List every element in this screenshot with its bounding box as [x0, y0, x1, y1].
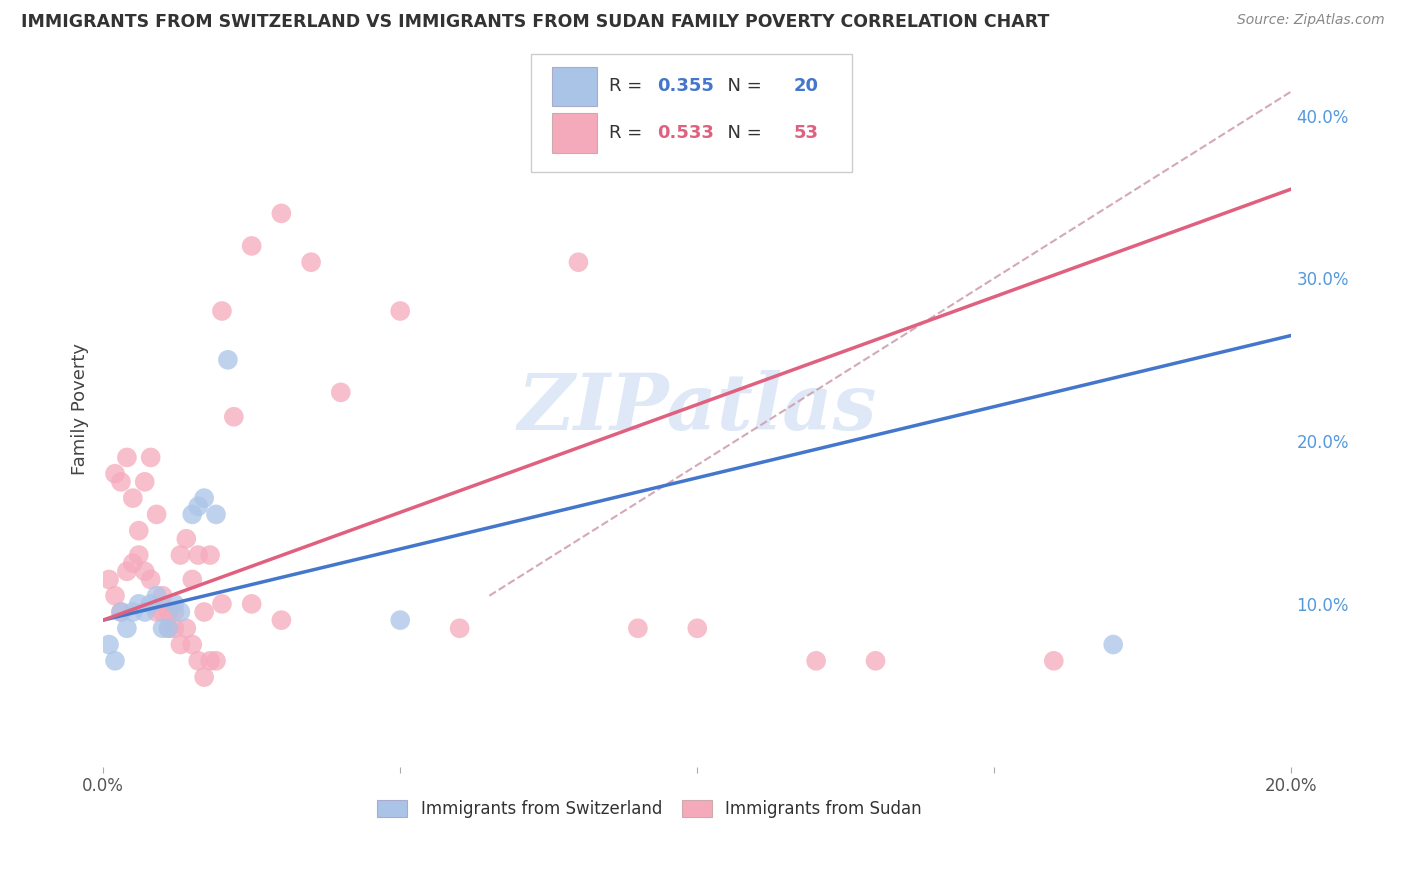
Point: [163, 621, 186, 635]
Text: ZIPatlas: ZIPatlas: [517, 370, 877, 447]
Text: IMMIGRANTS FROM SWITZERLAND VS IMMIGRANTS FROM SUDAN FAMILY POVERTY CORRELATION : IMMIGRANTS FROM SWITZERLAND VS IMMIGRANT…: [21, 13, 1049, 31]
Text: R =: R =: [609, 78, 648, 95]
Point: [449, 621, 471, 635]
Point: [169, 548, 191, 562]
Point: [865, 654, 887, 668]
Point: [152, 589, 174, 603]
Point: [187, 654, 209, 668]
Point: [686, 621, 709, 635]
Text: 53: 53: [793, 124, 818, 142]
Point: [193, 605, 215, 619]
Point: [139, 573, 162, 587]
Point: [110, 605, 132, 619]
Point: [181, 508, 204, 522]
Text: R =: R =: [609, 124, 648, 142]
Text: 20: 20: [793, 78, 818, 95]
Point: [627, 621, 650, 635]
FancyBboxPatch shape: [531, 54, 852, 172]
Point: [211, 597, 233, 611]
Point: [134, 605, 156, 619]
Point: [145, 508, 167, 522]
Point: [115, 621, 138, 635]
Point: [98, 638, 121, 652]
Point: [389, 613, 412, 627]
Point: [211, 304, 233, 318]
Point: [205, 508, 228, 522]
Point: [115, 564, 138, 578]
Text: N =: N =: [716, 124, 768, 142]
Point: [115, 450, 138, 465]
Point: [110, 605, 132, 619]
Point: [205, 654, 228, 668]
Point: [163, 605, 186, 619]
Point: [1042, 654, 1064, 668]
Point: [128, 524, 150, 538]
FancyBboxPatch shape: [553, 113, 598, 153]
Point: [134, 564, 156, 578]
FancyBboxPatch shape: [553, 67, 598, 106]
Point: [329, 385, 352, 400]
Point: [176, 532, 198, 546]
Point: [139, 597, 162, 611]
Point: [187, 500, 209, 514]
Point: [104, 654, 127, 668]
Text: 0.355: 0.355: [657, 78, 714, 95]
Point: [270, 613, 292, 627]
Text: N =: N =: [716, 78, 768, 95]
Point: [176, 621, 198, 635]
Point: [299, 255, 322, 269]
Point: [157, 621, 180, 635]
Point: [169, 605, 191, 619]
Point: [110, 475, 132, 489]
Point: [198, 548, 221, 562]
Point: [240, 597, 263, 611]
Point: [193, 491, 215, 505]
Point: [157, 621, 180, 635]
Point: [193, 670, 215, 684]
Point: [222, 409, 245, 424]
Point: [198, 654, 221, 668]
Point: [240, 239, 263, 253]
Point: [104, 589, 127, 603]
Point: [134, 475, 156, 489]
Point: [128, 597, 150, 611]
Point: [270, 206, 292, 220]
Point: [157, 605, 180, 619]
Point: [567, 255, 589, 269]
Point: [389, 304, 412, 318]
Y-axis label: Family Poverty: Family Poverty: [72, 343, 89, 475]
Point: [217, 352, 239, 367]
Point: [104, 467, 127, 481]
Point: [152, 605, 174, 619]
Text: 0.533: 0.533: [657, 124, 714, 142]
Point: [145, 589, 167, 603]
Point: [139, 450, 162, 465]
Point: [121, 605, 143, 619]
Point: [181, 573, 204, 587]
Point: [1102, 638, 1125, 652]
Point: [181, 638, 204, 652]
Point: [128, 548, 150, 562]
Point: [804, 654, 827, 668]
Point: [145, 605, 167, 619]
Point: [121, 556, 143, 570]
Point: [152, 621, 174, 635]
Text: Source: ZipAtlas.com: Source: ZipAtlas.com: [1237, 13, 1385, 28]
Point: [169, 638, 191, 652]
Point: [187, 548, 209, 562]
Point: [163, 597, 186, 611]
Point: [98, 573, 121, 587]
Point: [121, 491, 143, 505]
Legend: Immigrants from Switzerland, Immigrants from Sudan: Immigrants from Switzerland, Immigrants …: [370, 791, 931, 826]
